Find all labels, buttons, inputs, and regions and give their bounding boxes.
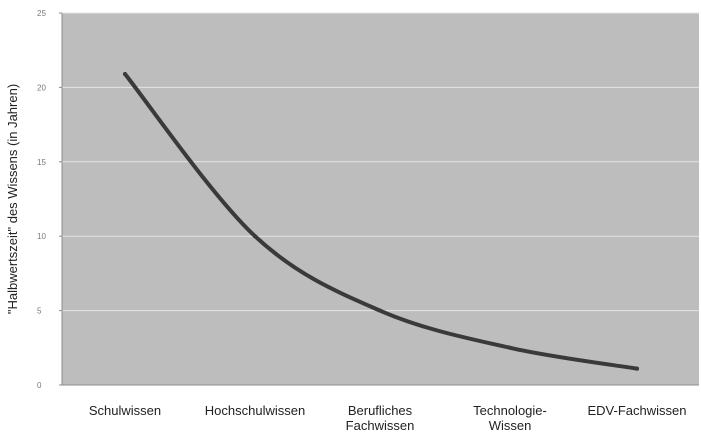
x-category-label-line: Technologie- <box>473 403 547 418</box>
y-tick-label: 0 <box>37 381 42 390</box>
data-point <box>508 345 512 350</box>
x-category-labels: Schulwissen Hochschulwissen Berufliches Fac… <box>89 403 687 433</box>
y-tick-label: 5 <box>37 307 42 316</box>
plot-area <box>62 13 699 385</box>
x-category-label-line: Schulwissen <box>89 403 161 418</box>
y-tick-label: 15 <box>37 158 46 167</box>
x-category-label-line: EDV-Fachwissen <box>588 403 687 418</box>
gridlines <box>62 12 699 312</box>
series-layer <box>123 72 639 371</box>
x-category-label: EDV-Fachwissen <box>588 403 687 418</box>
y-tick-labels: 0 5 10 15 20 25 <box>37 9 62 390</box>
x-category-label: Berufliches Fachwissen <box>346 403 415 433</box>
y-axis-label: "Halbwertszeit" des Wissens (in Jahren) <box>5 84 20 314</box>
x-category-label: Technologie-Wissen <box>473 403 547 433</box>
data-point <box>123 72 127 77</box>
x-category-label: Schulwissen <box>89 403 161 418</box>
y-tick-label: 25 <box>37 9 46 18</box>
x-category-label-line: Berufliches <box>348 403 413 418</box>
x-category-label-line: Fachwissen <box>346 418 415 433</box>
data-point <box>253 234 257 239</box>
y-tick-label: 20 <box>37 83 46 92</box>
x-category-label-line: Wissen <box>489 418 532 433</box>
y-tick-label: 10 <box>37 232 46 241</box>
series-line <box>123 72 639 371</box>
x-category-label: Hochschulwissen <box>205 403 305 418</box>
data-point <box>635 366 639 371</box>
data-point <box>378 308 382 313</box>
x-category-label-line: Hochschulwissen <box>205 403 305 418</box>
